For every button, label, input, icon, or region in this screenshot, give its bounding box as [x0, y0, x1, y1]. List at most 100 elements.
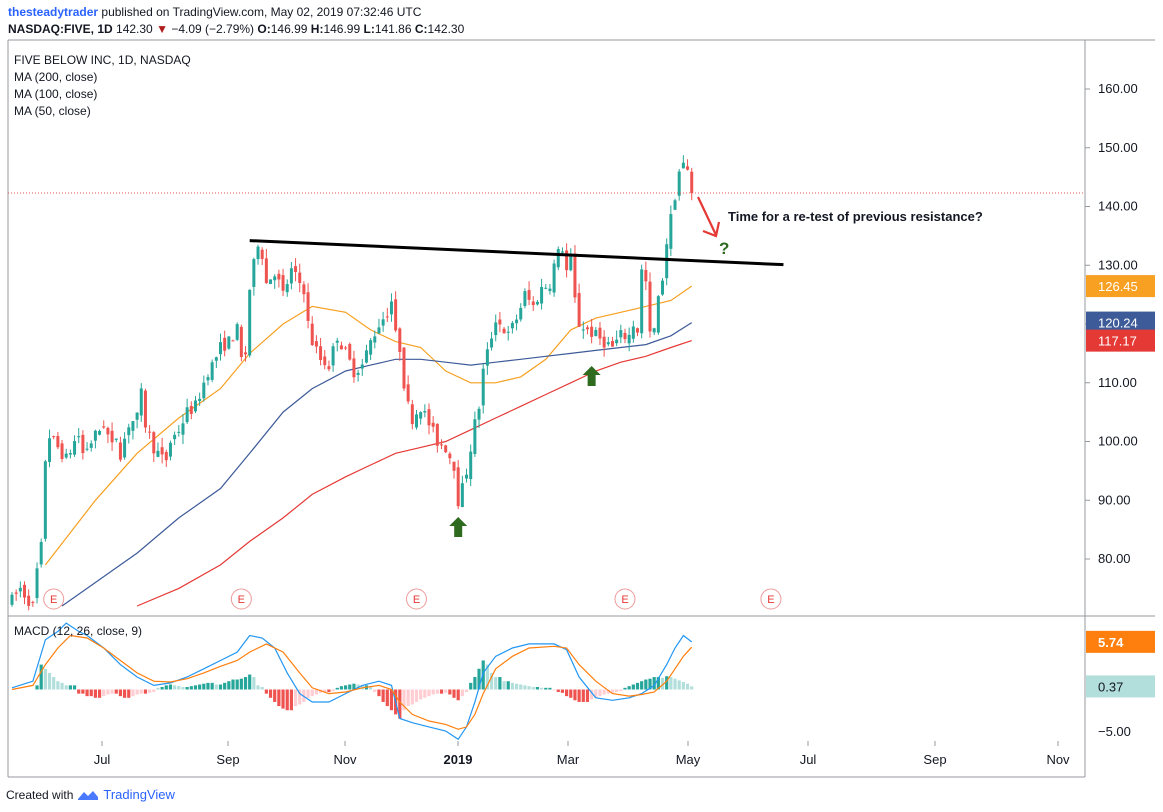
author-name[interactable]: thesteadytrader [8, 5, 99, 19]
macd-histogram-bar [285, 689, 289, 711]
candle-body [648, 281, 652, 332]
macd-histogram-bar [231, 679, 235, 690]
candle-body [335, 340, 339, 343]
legend-ma50[interactable]: MA (50, close) [14, 104, 91, 118]
candle [10, 591, 14, 607]
candle [590, 319, 594, 344]
candle [110, 422, 114, 451]
candle-body [619, 330, 623, 338]
candle-body [523, 291, 527, 306]
candle [106, 426, 110, 444]
candle-body [369, 340, 373, 355]
candle [385, 307, 389, 323]
macd-histogram-bar [389, 689, 394, 711]
macd-histogram-bar [106, 689, 110, 695]
candle [64, 448, 68, 460]
macd-histogram-bar [498, 677, 502, 690]
legend-ma100[interactable]: MA (100, close) [14, 87, 98, 101]
candle [264, 249, 268, 284]
candle-body [260, 249, 264, 259]
candle-body [60, 443, 64, 460]
candle [623, 328, 627, 344]
candle-body [285, 284, 289, 293]
candle [335, 337, 339, 352]
candle-body [552, 263, 556, 293]
candle [164, 449, 168, 468]
candle [135, 412, 139, 429]
candle-body [606, 342, 610, 345]
macd-histogram-bar [97, 689, 102, 698]
candle-body [569, 254, 573, 271]
candle-body [673, 200, 677, 210]
candle [339, 341, 343, 350]
candle-body [677, 171, 681, 196]
candle-body [548, 288, 552, 292]
candle-body [219, 342, 222, 355]
macd-histogram-bar [681, 682, 685, 690]
candle-body [385, 316, 389, 318]
candle [323, 350, 327, 370]
candle-body [64, 453, 68, 458]
candle [352, 350, 356, 383]
candle [585, 325, 589, 335]
candle [577, 283, 581, 328]
macd-value-tag [1086, 630, 1155, 653]
macd-histogram-bar [644, 679, 648, 690]
candle-body [410, 404, 414, 425]
tradingview-brand[interactable]: TradingView [103, 787, 175, 802]
candle-body [193, 400, 197, 412]
ma-price-tag-label: 117.17 [1098, 334, 1137, 349]
macd-histogram-bar [685, 683, 690, 690]
candle-body [423, 411, 427, 413]
macd-histogram-bar [102, 689, 106, 697]
macd-histogram-bar [427, 689, 431, 697]
candle-body [339, 345, 343, 350]
candle-body [373, 336, 377, 343]
candle [669, 205, 673, 257]
candle-body [89, 443, 93, 448]
macd-legend[interactable]: MACD (12, 26, close, 9) [14, 624, 143, 638]
legend-ma200[interactable]: MA (200, close) [14, 70, 98, 84]
time-tick-label: Nov [333, 752, 357, 767]
macd-histogram-bar [402, 689, 406, 711]
macd-histogram-bar [131, 689, 135, 697]
candle [123, 432, 127, 460]
candle-body [281, 275, 285, 291]
candle-body [160, 447, 164, 455]
macd-histogram-bar [548, 687, 552, 690]
earnings-marker [405, 588, 427, 610]
ma-line [61, 322, 693, 607]
candle-body [98, 430, 102, 435]
macd-histogram-bar [469, 682, 473, 690]
macd-histogram-bar [464, 689, 469, 692]
open-value: 146.99 [270, 22, 308, 36]
candle-body [435, 423, 439, 446]
candle-body [31, 601, 35, 603]
macd-histogram-bar [43, 668, 47, 690]
candle [231, 339, 235, 342]
macd-histogram-bar [293, 689, 298, 707]
macd-histogram-bar [47, 672, 52, 690]
candle [277, 269, 281, 288]
candle [598, 321, 602, 346]
candle-body [56, 436, 60, 448]
candle [23, 581, 27, 605]
candle [35, 562, 39, 604]
candle [60, 439, 64, 463]
candle [18, 581, 22, 598]
candle [235, 322, 239, 342]
time-tick-label: May [676, 752, 701, 767]
macd-histogram-bar [235, 679, 239, 690]
macd-histogram-bar [122, 689, 127, 698]
candle-body [156, 450, 160, 457]
macd-histogram-bar [573, 689, 577, 701]
candle [681, 155, 685, 169]
macd-histogram-bar [535, 687, 540, 690]
candle [219, 333, 222, 361]
price-tick-label: 110.00 [1098, 375, 1137, 390]
macd-histogram-bar [193, 685, 198, 690]
candle [77, 428, 81, 444]
macd-histogram-bar [406, 689, 410, 707]
candle [73, 435, 77, 457]
